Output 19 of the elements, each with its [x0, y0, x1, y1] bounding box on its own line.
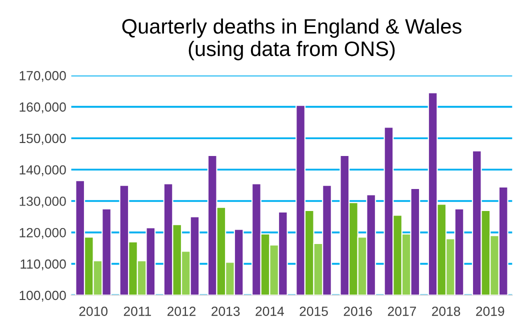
x-tick-label: 2019: [476, 306, 504, 316]
y-tick-label: 100,000: [20, 290, 66, 302]
y-tick-label: 120,000: [20, 228, 66, 239]
x-tick-label: 2015: [300, 306, 328, 316]
x-tick-label: 2017: [388, 306, 416, 316]
x-tick-label: 2012: [167, 306, 196, 316]
y-tick-label: 130,000: [20, 196, 66, 208]
x-tick-label: 2014: [256, 306, 284, 316]
x-tick-label: 2011: [124, 306, 151, 316]
x-tick-label: 2010: [79, 306, 108, 316]
x-tick-label: 2018: [432, 306, 460, 316]
chart-title: Quarterly deaths in England & Wales (using data from ONS): [122, 18, 462, 60]
y-tick-label: 110,000: [20, 259, 66, 270]
y-tick-label: 150,000: [20, 134, 66, 145]
x-tick-label: 2013: [212, 306, 240, 316]
x-tick-label: 2016: [344, 306, 372, 316]
y-tick-label: 170,000: [20, 71, 66, 82]
y-tick-label: 160,000: [20, 102, 66, 114]
y-tick-label: 140,000: [20, 165, 66, 176]
